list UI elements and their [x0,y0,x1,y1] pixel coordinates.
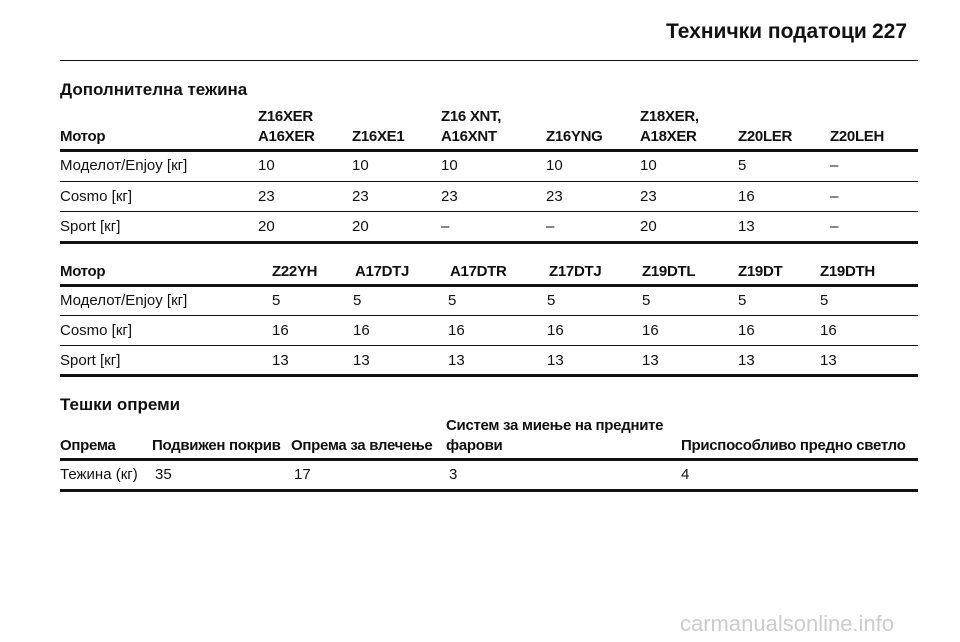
section-title: Дополнителна тежина [60,80,248,99]
column-header: Систем за миење на предните [446,417,664,434]
cell: Тежина (кг) [60,466,138,483]
header-rule [60,458,918,461]
cell: 23 [640,187,657,205]
column-header: A16XNT [441,128,497,145]
column-header: Z16XE1 [352,128,405,145]
column-header: Опрема за влечење [291,437,433,454]
cell: 16 [738,322,755,339]
cell: – [830,218,839,235]
column-header: Мотор [60,128,106,145]
column-header: Опрема [60,437,116,454]
table-end-rule [60,489,918,492]
cell: 10 [258,157,275,174]
cell: 20 [352,218,369,235]
cell: 10 [546,157,563,174]
cell: Cosmo [кг] [60,322,133,339]
cell: 13 [738,218,755,235]
column-header: фарови [446,437,503,454]
cell: – [830,187,839,205]
cell: 16 [272,322,289,339]
cell: 5 [272,292,281,309]
cell: – [546,218,555,235]
cell: 16 [820,322,837,339]
column-header: Z16 XNT, [441,108,502,125]
row-rule [60,180,918,182]
column-header: Z17DTJ [549,263,602,280]
column-header: A18XER [640,128,697,145]
cell: – [830,157,839,174]
cell: 13 [353,352,370,369]
cell: 10 [640,157,657,174]
cell: 16 [547,322,564,339]
column-header: Мотор [60,263,106,280]
cell: Sport [кг] [60,352,121,369]
cell: 23 [352,187,369,205]
row-rule [60,211,918,212]
cell: 13 [547,352,564,369]
column-header: Z18XER, [640,108,699,125]
page-number: 227 [872,20,908,43]
column-header: Z22YH [272,263,318,280]
cell: 20 [640,218,657,235]
page-title: Технички податоци [666,20,867,43]
cell: 10 [441,157,458,174]
cell: 16 [642,322,659,339]
cell: 13 [820,352,837,369]
cell: 16 [353,322,370,339]
cell: 16 [448,322,465,339]
cell: 4 [681,466,690,483]
cell: 5 [820,292,829,309]
header-rule [60,60,918,61]
section-title: Тешки опреми [60,395,181,414]
cell: Sport [кг] [60,218,121,235]
column-header: Z16YNG [546,128,603,145]
column-header: Z20LER [738,128,793,145]
column-header: Z19DTL [642,263,696,280]
cell: 13 [738,352,755,369]
column-header: Z19DTH [820,263,875,280]
cell: Моделот/Enjoy [кг] [60,157,188,174]
cell: 17 [294,466,311,483]
cell: 23 [441,187,458,205]
column-header: A17DTR [450,263,507,280]
cell: – [441,218,450,235]
column-header: A17DTJ [355,263,410,280]
column-header: A16XER [258,128,315,145]
row-rule [60,345,918,346]
cell: 13 [448,352,465,369]
column-header: Z19DT [738,263,783,280]
cell: 5 [547,292,556,309]
cell: Моделот/Enjoy [кг] [60,292,188,309]
cell: 23 [546,187,563,205]
cell: 5 [642,292,651,309]
cell: 5 [448,292,457,309]
cell: 20 [258,218,275,235]
cell: 5 [353,292,362,309]
cell: 35 [155,466,172,483]
column-header: Z16XER [258,108,313,125]
column-header: Z20LEH [830,128,885,145]
column-header: Приспособливо предно светло [681,437,906,454]
table-end-rule [60,374,918,377]
cell: 13 [642,352,659,369]
header-rule [60,149,918,152]
cell: 5 [738,157,747,174]
cell: 10 [352,157,369,174]
header-rule [60,284,918,287]
table-end-rule [60,240,918,244]
cell: 3 [449,466,458,483]
cell: 16 [738,187,755,205]
column-header: Подвижен покрив [152,437,281,454]
cell: 13 [272,352,289,369]
row-rule [60,315,918,316]
cell: Cosmo [кг] [60,187,133,205]
cell: 5 [738,292,747,309]
watermark: carmanualsonline.info [680,611,895,636]
cell: 23 [258,187,275,205]
